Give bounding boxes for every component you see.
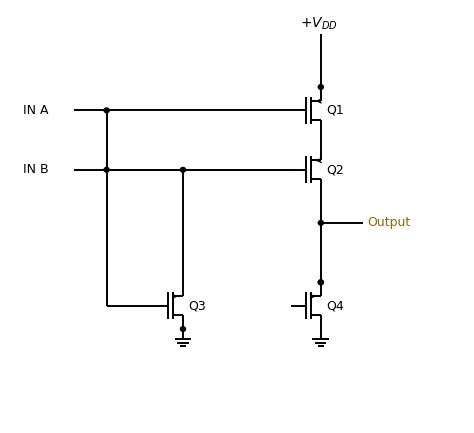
Text: Q1: Q1 — [327, 104, 344, 117]
Text: Output: Output — [367, 216, 410, 229]
Circle shape — [181, 168, 185, 172]
Text: Q4: Q4 — [327, 299, 344, 312]
Circle shape — [104, 168, 109, 172]
Text: $+V_{DD}$: $+V_{DD}$ — [300, 15, 337, 32]
Circle shape — [318, 280, 323, 284]
Circle shape — [181, 327, 185, 331]
Circle shape — [318, 220, 323, 225]
Text: Q3: Q3 — [189, 299, 206, 312]
Circle shape — [104, 108, 109, 113]
Text: IN A: IN A — [23, 104, 48, 117]
Circle shape — [318, 84, 323, 89]
Text: Q2: Q2 — [327, 163, 344, 176]
Circle shape — [318, 280, 323, 284]
Text: IN B: IN B — [23, 163, 48, 176]
